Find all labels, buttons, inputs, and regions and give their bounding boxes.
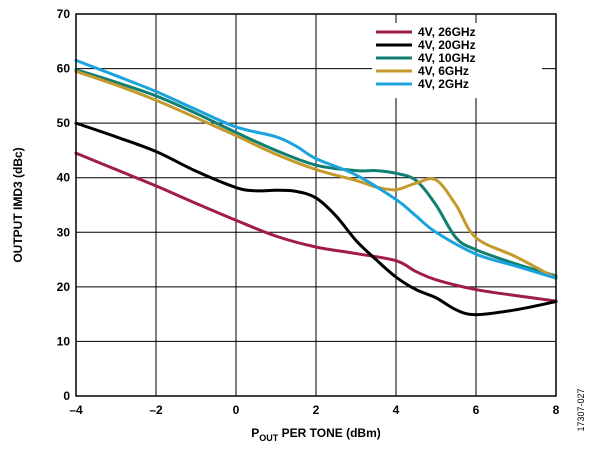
y-tick-label: 10 [57, 334, 71, 348]
y-tick-label: 30 [57, 225, 71, 239]
x-axis-title-main: P [251, 426, 259, 440]
series-line-2 [74, 121, 558, 317]
y-tick-label: 40 [57, 171, 71, 185]
y-axis-title: OUTPUT IMD3 (dBc) [11, 147, 25, 262]
x-tick-label: 8 [553, 403, 560, 417]
x-tick-label: 4 [393, 403, 400, 417]
y-tick-label: 50 [57, 116, 71, 130]
y-tick-label: 0 [63, 389, 70, 403]
legend-label: 4V, 6GHz [418, 64, 469, 78]
series-line-3 [74, 68, 558, 278]
legend-label: 4V, 2GHz [418, 77, 469, 91]
series-line-5 [74, 58, 558, 280]
legend-label: 4V, 10GHz [418, 51, 476, 65]
series-line-4 [74, 69, 558, 280]
plot-frame [75, 13, 557, 397]
y-tick-label: 20 [57, 280, 71, 294]
tick-labels: –4 –2 0 2 4 6 8 0 10 20 30 40 50 60 70 [57, 7, 560, 417]
x-axis-title: POUT PER TONE (dBm) [251, 426, 380, 443]
y-tick-label: 70 [57, 7, 71, 21]
x-tick-label: 0 [233, 403, 240, 417]
series-lines [74, 58, 558, 317]
y-tick-label: 60 [57, 62, 71, 76]
series-line-1 [74, 151, 558, 303]
legend-label: 4V, 26GHz [418, 25, 476, 39]
x-tick-label: 6 [473, 403, 480, 417]
x-tick-label: 2 [313, 403, 320, 417]
figure-id: 17307-027 [576, 388, 586, 431]
x-axis-title-subscript: OUT [259, 433, 279, 443]
x-axis-title-rest: PER TONE (dBm) [278, 426, 380, 440]
x-tick-label: –4 [69, 403, 83, 417]
x-tick-label: –2 [149, 403, 163, 417]
legend-label: 4V, 20GHz [418, 38, 476, 52]
